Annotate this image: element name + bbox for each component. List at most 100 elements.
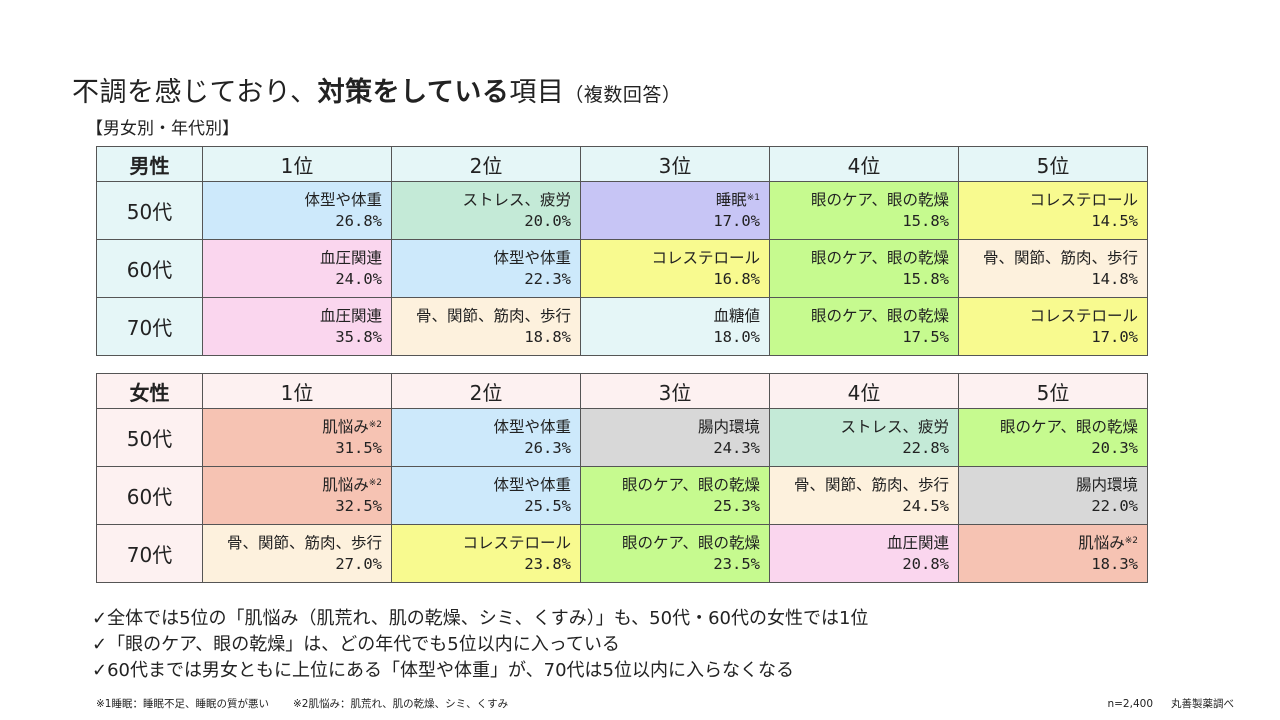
table-row: 70代 血圧関連 35.8% 骨、関節、筋肉、歩行 18.8% 血糖値 18.0% 眼のケア、… bbox=[96, 297, 1148, 356]
summary-notes: ✓全体では5位の「肌悩み（肌荒れ、肌の乾燥、シミ、くすみ）」も、50代・60代の… bbox=[92, 606, 868, 684]
item-name-text: 眼のケア、眼の乾燥 bbox=[811, 248, 949, 267]
rank-cell: 眼のケア、眼の乾燥 25.3% bbox=[580, 466, 770, 525]
item-name: ストレス、疲労 bbox=[771, 417, 949, 438]
rank-cell: 体型や体重 26.8% bbox=[202, 181, 392, 240]
rank-cell: コレステロール 16.8% bbox=[580, 239, 770, 298]
age-label: 70代 bbox=[96, 297, 203, 356]
source-credit: n=2,400 丸善製薬調べ bbox=[1107, 696, 1234, 711]
female-ranking-table: 女性 1位 2位 3位 4位 5位 50代 肌悩み※2 31.5% 体型や体重 26.3% 腸内環境 2… bbox=[96, 373, 1148, 583]
item-name: 眼のケア、眼の乾燥 bbox=[582, 533, 760, 554]
rank-header: 3位 bbox=[580, 373, 770, 409]
table-header-row: 女性 1位 2位 3位 4位 5位 bbox=[96, 373, 1148, 409]
item-percentage: 15.8% bbox=[902, 211, 949, 230]
item-name: 眼のケア、眼の乾燥 bbox=[771, 248, 949, 269]
item-name: 血糖値 bbox=[582, 306, 760, 327]
item-name: ストレス、疲労 bbox=[393, 190, 571, 211]
item-name-text: 体型や体重 bbox=[493, 475, 571, 494]
item-percentage: 24.3% bbox=[713, 438, 760, 457]
footnote-mark: ※1 bbox=[746, 192, 760, 203]
page-title: 不調を感じており、対策をしている項目（複数回答） bbox=[72, 70, 681, 109]
item-percentage: 18.0% bbox=[713, 327, 760, 346]
item-percentage: 17.0% bbox=[713, 211, 760, 230]
item-name: 血圧関連 bbox=[204, 248, 382, 269]
age-label: 60代 bbox=[96, 239, 203, 298]
item-name: 血圧関連 bbox=[204, 306, 382, 327]
rank-cell: 血糖値 18.0% bbox=[580, 297, 770, 356]
item-name-text: 血圧関連 bbox=[319, 306, 382, 325]
item-name-text: 体型や体重 bbox=[493, 417, 571, 436]
item-name-text: 骨、関節、筋肉、歩行 bbox=[226, 533, 382, 552]
item-name-text: 眼のケア、眼の乾燥 bbox=[1000, 417, 1138, 436]
table-row: 60代 血圧関連 24.0% 体型や体重 22.3% コレステロール 16.8% 眼のケア、眼… bbox=[96, 239, 1148, 298]
item-percentage: 16.8% bbox=[713, 269, 760, 288]
item-name-text: 眼のケア、眼の乾燥 bbox=[811, 190, 949, 209]
rank-cell: 血圧関連 35.8% bbox=[202, 297, 392, 356]
footnote-mark: ※2 bbox=[368, 477, 382, 488]
item-percentage: 25.3% bbox=[713, 496, 760, 515]
rank-header: 5位 bbox=[958, 146, 1148, 182]
page-subtitle: 【男女別・年代別】 bbox=[86, 119, 239, 139]
item-percentage: 24.0% bbox=[335, 269, 382, 288]
item-percentage: 18.3% bbox=[1091, 554, 1138, 573]
rank-cell: ストレス、疲労 22.8% bbox=[769, 408, 959, 467]
rank-header: 3位 bbox=[580, 146, 770, 182]
item-name: 骨、関節、筋肉、歩行 bbox=[771, 475, 949, 496]
rank-cell: 体型や体重 25.5% bbox=[391, 466, 581, 525]
item-name-text: コレステロール bbox=[462, 533, 571, 552]
footnotes: ※1睡眠：睡眠不足、睡眠の質が悪い ※2肌悩み：肌荒れ、肌の乾燥、シミ、くすみ bbox=[96, 696, 508, 711]
item-name-text: 骨、関節、筋肉、歩行 bbox=[793, 475, 949, 494]
title-part-2: 対策をしている bbox=[317, 77, 510, 108]
summary-note: ✓「眼のケア、眼の乾燥」は、どの年代でも5位以内に入っている bbox=[92, 634, 620, 655]
item-percentage: 14.5% bbox=[1091, 211, 1138, 230]
item-name: 腸内環境 bbox=[582, 417, 760, 438]
rank-cell: 眼のケア、眼の乾燥 17.5% bbox=[769, 297, 959, 356]
title-part-3: 項目 bbox=[509, 77, 565, 108]
summary-note: ✓60代までは男女ともに上位にある「体型や体重」が、70代は5位以内に入らなくな… bbox=[92, 660, 794, 681]
item-name: 睡眠※1 bbox=[582, 190, 760, 211]
rank-cell: 肌悩み※2 18.3% bbox=[958, 524, 1148, 583]
item-name: 肌悩み※2 bbox=[960, 533, 1138, 554]
footnote-mark: ※2 bbox=[1124, 535, 1138, 546]
item-name: 肌悩み※2 bbox=[204, 475, 382, 496]
item-name: 体型や体重 bbox=[204, 190, 382, 211]
age-label: 50代 bbox=[96, 181, 203, 240]
rank-cell: 骨、関節、筋肉、歩行 14.8% bbox=[958, 239, 1148, 298]
rank-cell: 体型や体重 22.3% bbox=[391, 239, 581, 298]
item-name: コレステロール bbox=[960, 190, 1138, 211]
item-name: コレステロール bbox=[393, 533, 571, 554]
item-percentage: 17.5% bbox=[902, 327, 949, 346]
table-row: 50代 体型や体重 26.8% ストレス、疲労 20.0% 睡眠※1 17.0% 眼のケア、眼… bbox=[96, 181, 1148, 240]
rank-cell: コレステロール 17.0% bbox=[958, 297, 1148, 356]
male-ranking-table: 男性 1位 2位 3位 4位 5位 50代 体型や体重 26.8% ストレス、疲労 20.0% 睡眠※… bbox=[96, 146, 1148, 356]
rank-cell: ストレス、疲労 20.0% bbox=[391, 181, 581, 240]
footnote-sleep: ※1睡眠：睡眠不足、睡眠の質が悪い bbox=[96, 698, 269, 710]
item-name-text: ストレス、疲労 bbox=[462, 190, 571, 209]
rank-header: 4位 bbox=[769, 146, 959, 182]
rank-cell: コレステロール 14.5% bbox=[958, 181, 1148, 240]
rank-cell: 眼のケア、眼の乾燥 20.3% bbox=[958, 408, 1148, 467]
title-note: （複数回答） bbox=[564, 84, 682, 106]
gender-label: 女性 bbox=[96, 373, 203, 409]
item-percentage: 32.5% bbox=[335, 496, 382, 515]
item-percentage: 35.8% bbox=[335, 327, 382, 346]
item-name-text: コレステロール bbox=[651, 248, 760, 267]
rank-cell: 眼のケア、眼の乾燥 23.5% bbox=[580, 524, 770, 583]
rank-header: 4位 bbox=[769, 373, 959, 409]
item-name-text: 肌悩み bbox=[1078, 533, 1125, 552]
item-percentage: 31.5% bbox=[335, 438, 382, 457]
table-header-row: 男性 1位 2位 3位 4位 5位 bbox=[96, 146, 1148, 182]
rank-header: 2位 bbox=[391, 373, 581, 409]
item-name: 血圧関連 bbox=[771, 533, 949, 554]
item-name-text: 肌悩み bbox=[322, 417, 369, 436]
rank-cell: 眼のケア、眼の乾燥 15.8% bbox=[769, 181, 959, 240]
item-name: 眼のケア、眼の乾燥 bbox=[582, 475, 760, 496]
item-percentage: 14.8% bbox=[1091, 269, 1138, 288]
item-name-text: 骨、関節、筋肉、歩行 bbox=[415, 306, 571, 325]
rank-header: 1位 bbox=[202, 146, 392, 182]
item-name: 眼のケア、眼の乾燥 bbox=[771, 190, 949, 211]
rank-cell: 血圧関連 24.0% bbox=[202, 239, 392, 298]
footnote-mark: ※2 bbox=[368, 419, 382, 430]
item-percentage: 18.8% bbox=[524, 327, 571, 346]
item-name: 体型や体重 bbox=[393, 417, 571, 438]
item-percentage: 20.3% bbox=[1091, 438, 1138, 457]
